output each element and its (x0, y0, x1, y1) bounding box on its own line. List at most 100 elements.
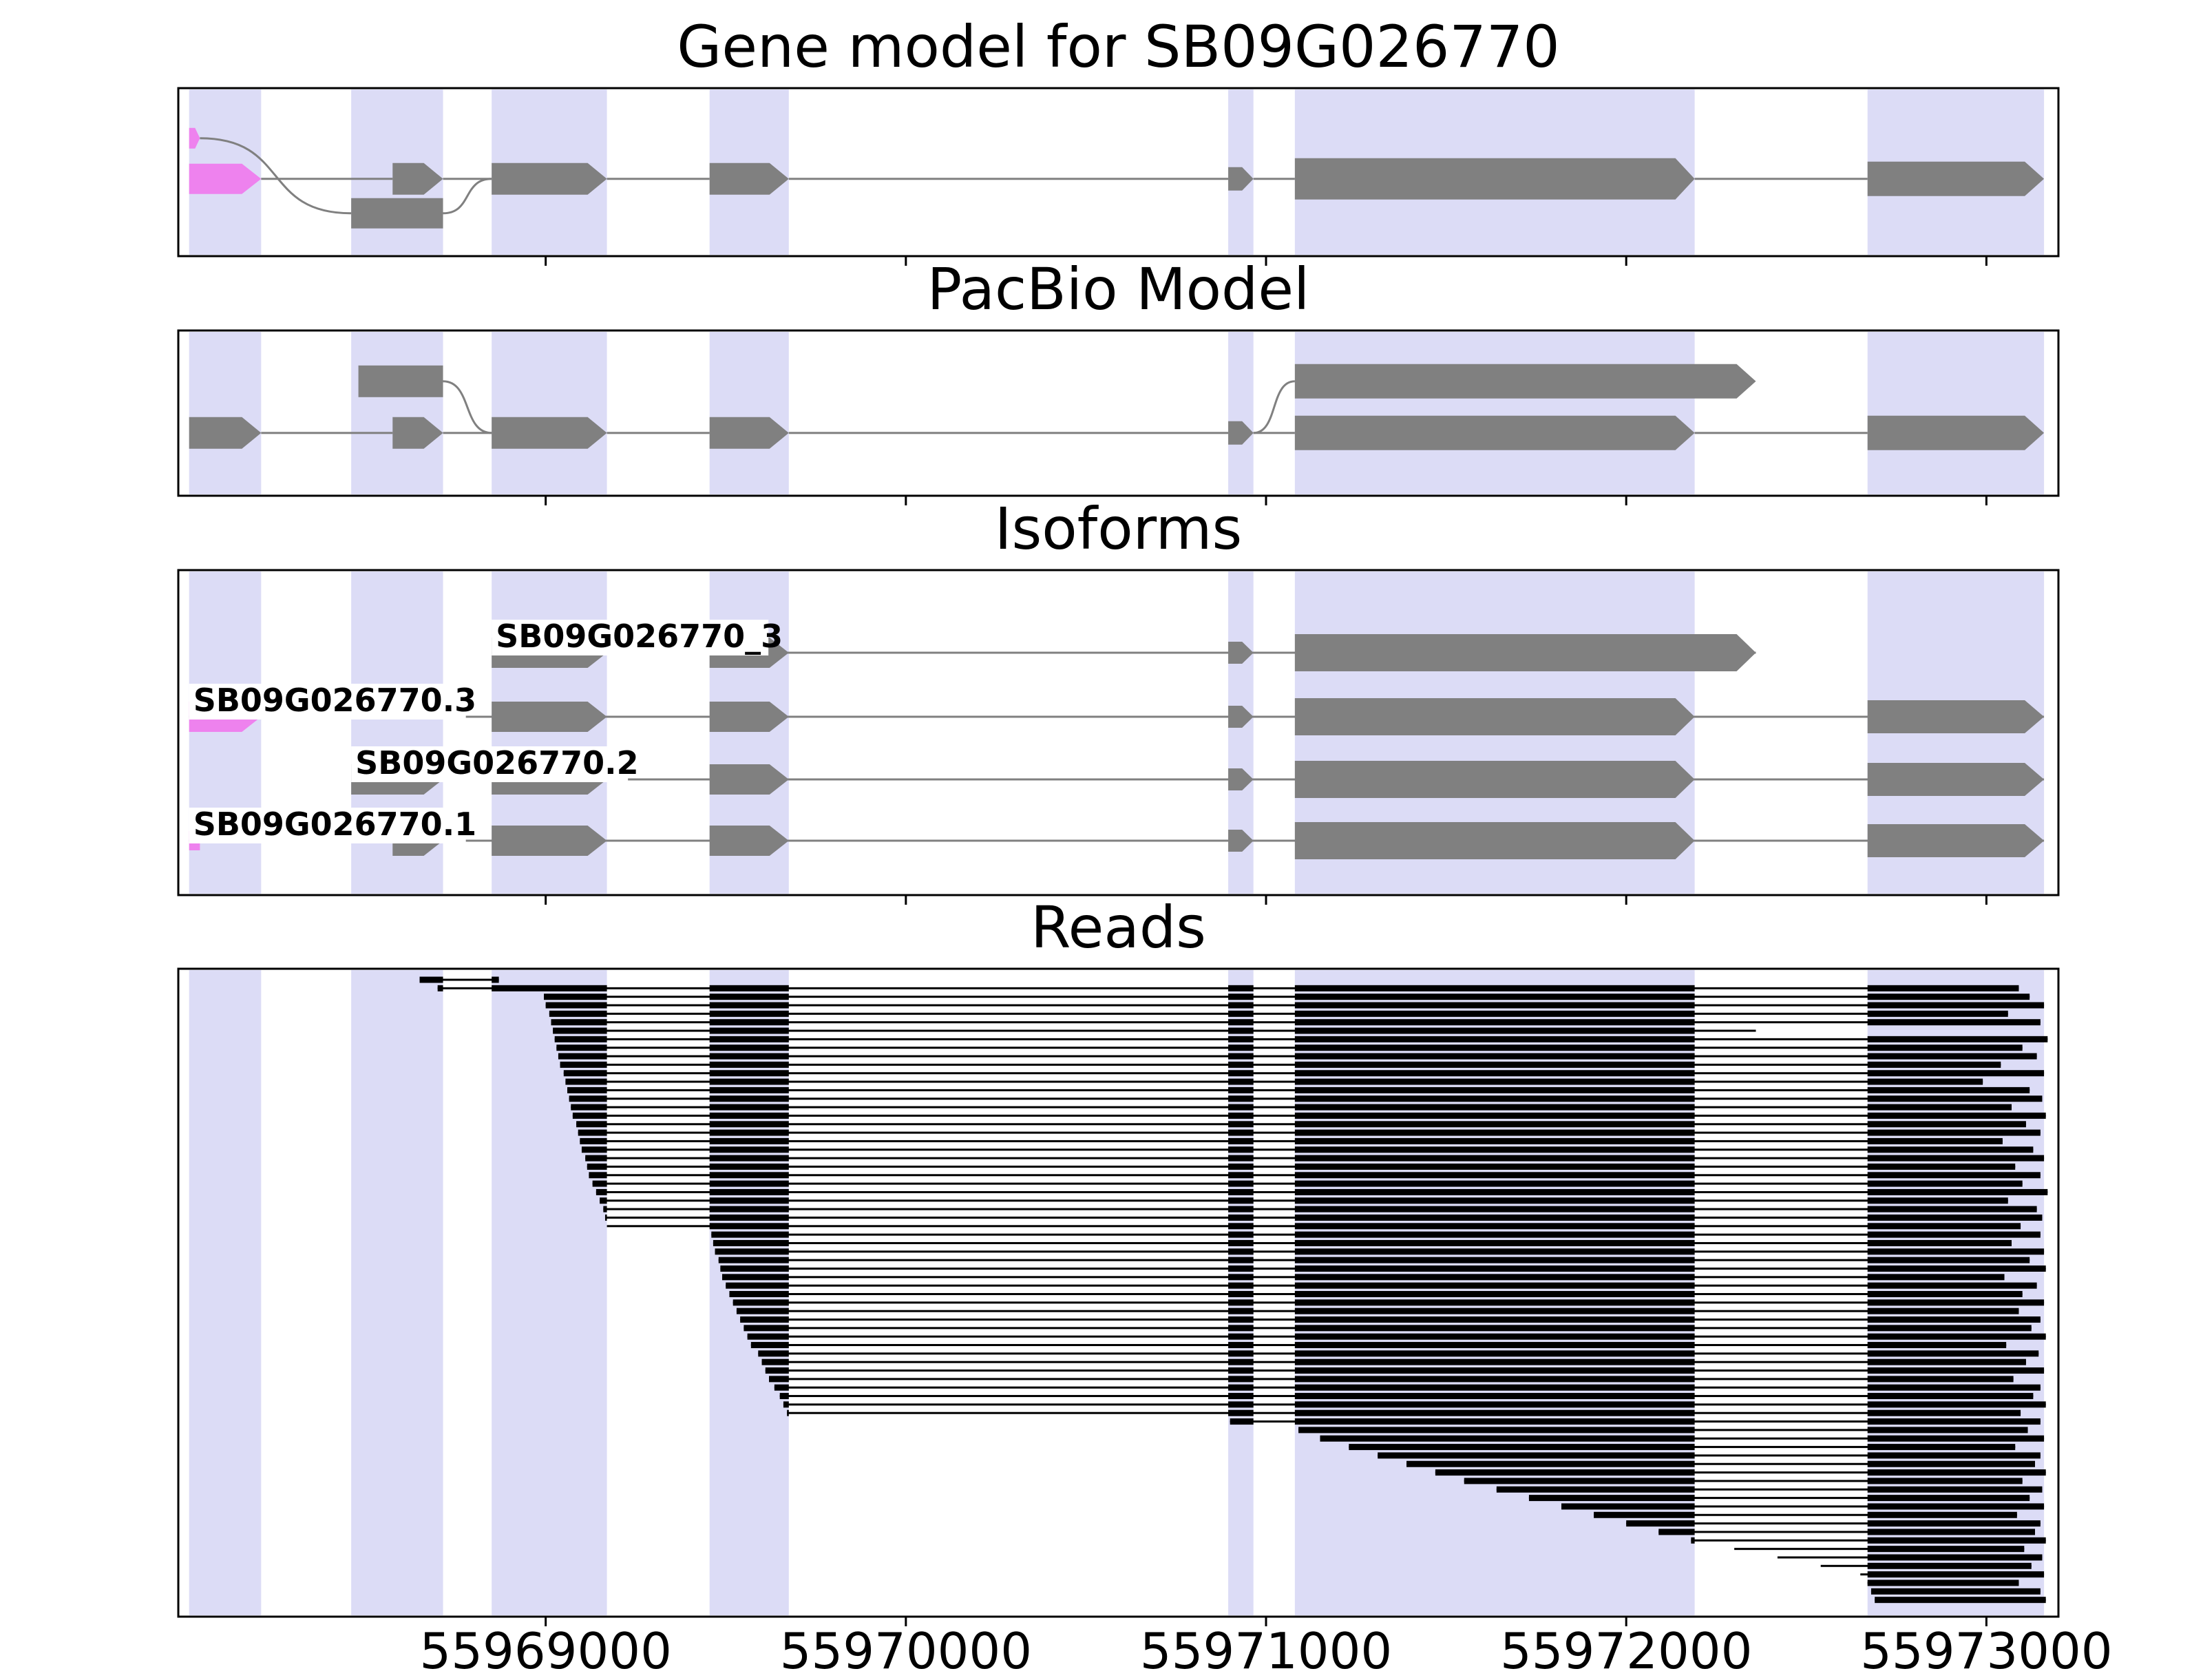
read-block (1228, 1291, 1254, 1297)
splice-curve (443, 178, 492, 215)
read-block (1228, 1376, 1254, 1383)
highlight-band (1867, 332, 2045, 494)
intron-line (788, 178, 1229, 180)
read-line (1435, 1471, 2046, 1474)
read-block (1294, 1027, 1695, 1034)
read-block (1867, 1529, 2035, 1535)
exon (189, 127, 200, 149)
read-block (758, 1350, 789, 1357)
read-block (1294, 1291, 1695, 1297)
exon (709, 764, 789, 795)
read-block (565, 1078, 607, 1085)
read-block (1867, 1316, 2041, 1323)
read-block (1294, 1180, 1695, 1187)
read-block (1867, 1358, 2026, 1365)
read-block (709, 1095, 789, 1102)
exon (189, 163, 262, 194)
exon (1867, 700, 2045, 733)
read-block (1867, 1188, 2048, 1195)
read-block (1867, 1427, 2028, 1434)
exon (392, 417, 443, 449)
read-block (1867, 1308, 2019, 1314)
read-block (783, 1401, 789, 1408)
read-block (1294, 1137, 1695, 1144)
read-block (1294, 1316, 1695, 1323)
read-block (544, 994, 607, 1000)
read-block (1349, 1444, 1695, 1451)
isoform-label: SB09G026770.3 (193, 682, 476, 719)
exon (492, 702, 607, 732)
isoform-label: SB09G026770.1 (193, 806, 476, 843)
read-block (1294, 1333, 1695, 1340)
exon (709, 702, 789, 732)
read-block (580, 1137, 607, 1144)
read-block (1867, 1053, 2037, 1060)
read-block (709, 1027, 789, 1034)
read-block (1294, 1239, 1695, 1246)
read-block (1228, 1274, 1254, 1281)
isoform-label-bg (189, 808, 466, 843)
read-block (1294, 1002, 1695, 1009)
read-block (709, 1146, 789, 1153)
read-block (1867, 1163, 2016, 1170)
read-block (1228, 1172, 1254, 1179)
read-block (1626, 1520, 1695, 1527)
read-block (437, 985, 443, 991)
exon (492, 417, 607, 449)
read-block (1228, 1231, 1254, 1238)
read-block (740, 1316, 789, 1323)
panel-isoforms: SB09G026770_3 SB09G026770.3 SB09G026770.2 S… (177, 569, 2060, 905)
read-block (576, 1121, 607, 1128)
exon (358, 365, 443, 397)
read-line (1496, 1488, 2043, 1491)
read-block (1867, 1325, 2032, 1332)
read-block (604, 1214, 607, 1221)
read-block (1867, 1503, 2045, 1510)
read-line (571, 1106, 2012, 1109)
read-block (747, 1333, 789, 1340)
exon (1294, 761, 1695, 798)
read-block (1867, 1172, 2041, 1179)
read-block (709, 1206, 789, 1212)
read-block (1867, 1367, 2045, 1374)
intron-line (607, 432, 710, 434)
read-block (1867, 1121, 2026, 1128)
read-block (1294, 1282, 1695, 1289)
read-line (1626, 1522, 2041, 1525)
read-line (1528, 1497, 2030, 1500)
read-block (1867, 1265, 2046, 1272)
read-block (1298, 1427, 1695, 1434)
read-block (718, 1257, 789, 1263)
read-block (558, 1053, 607, 1060)
read-block (1294, 1129, 1695, 1136)
panel-pacbio (177, 329, 2060, 505)
read-block (1867, 1248, 2045, 1255)
read-block (1867, 1239, 2012, 1246)
read-block (729, 1291, 789, 1297)
read-block (709, 1070, 789, 1077)
read-block (1228, 1104, 1254, 1111)
read-block (556, 1044, 607, 1051)
read-block (1228, 1257, 1254, 1263)
read-block (1228, 1248, 1254, 1255)
read-block (1867, 1486, 2043, 1493)
read-block (1867, 1002, 2045, 1009)
read-block (1867, 1579, 2019, 1586)
read-block (1228, 1129, 1254, 1136)
read-block (1378, 1452, 1695, 1459)
panel-reads (177, 967, 2060, 1626)
read-block (774, 1384, 789, 1391)
read-block (589, 1172, 607, 1179)
read-block (1228, 1197, 1254, 1204)
read-block (581, 1146, 607, 1153)
read-block (1228, 1265, 1254, 1272)
read-line (1561, 1505, 2045, 1508)
read-block (1294, 1393, 1695, 1400)
exon (392, 162, 443, 195)
read-block (549, 1010, 607, 1017)
exon (709, 417, 789, 449)
read-block (1867, 1469, 2046, 1476)
read-block (1867, 1546, 2025, 1553)
read-block (1228, 1027, 1254, 1034)
highlight-band (351, 970, 443, 1615)
